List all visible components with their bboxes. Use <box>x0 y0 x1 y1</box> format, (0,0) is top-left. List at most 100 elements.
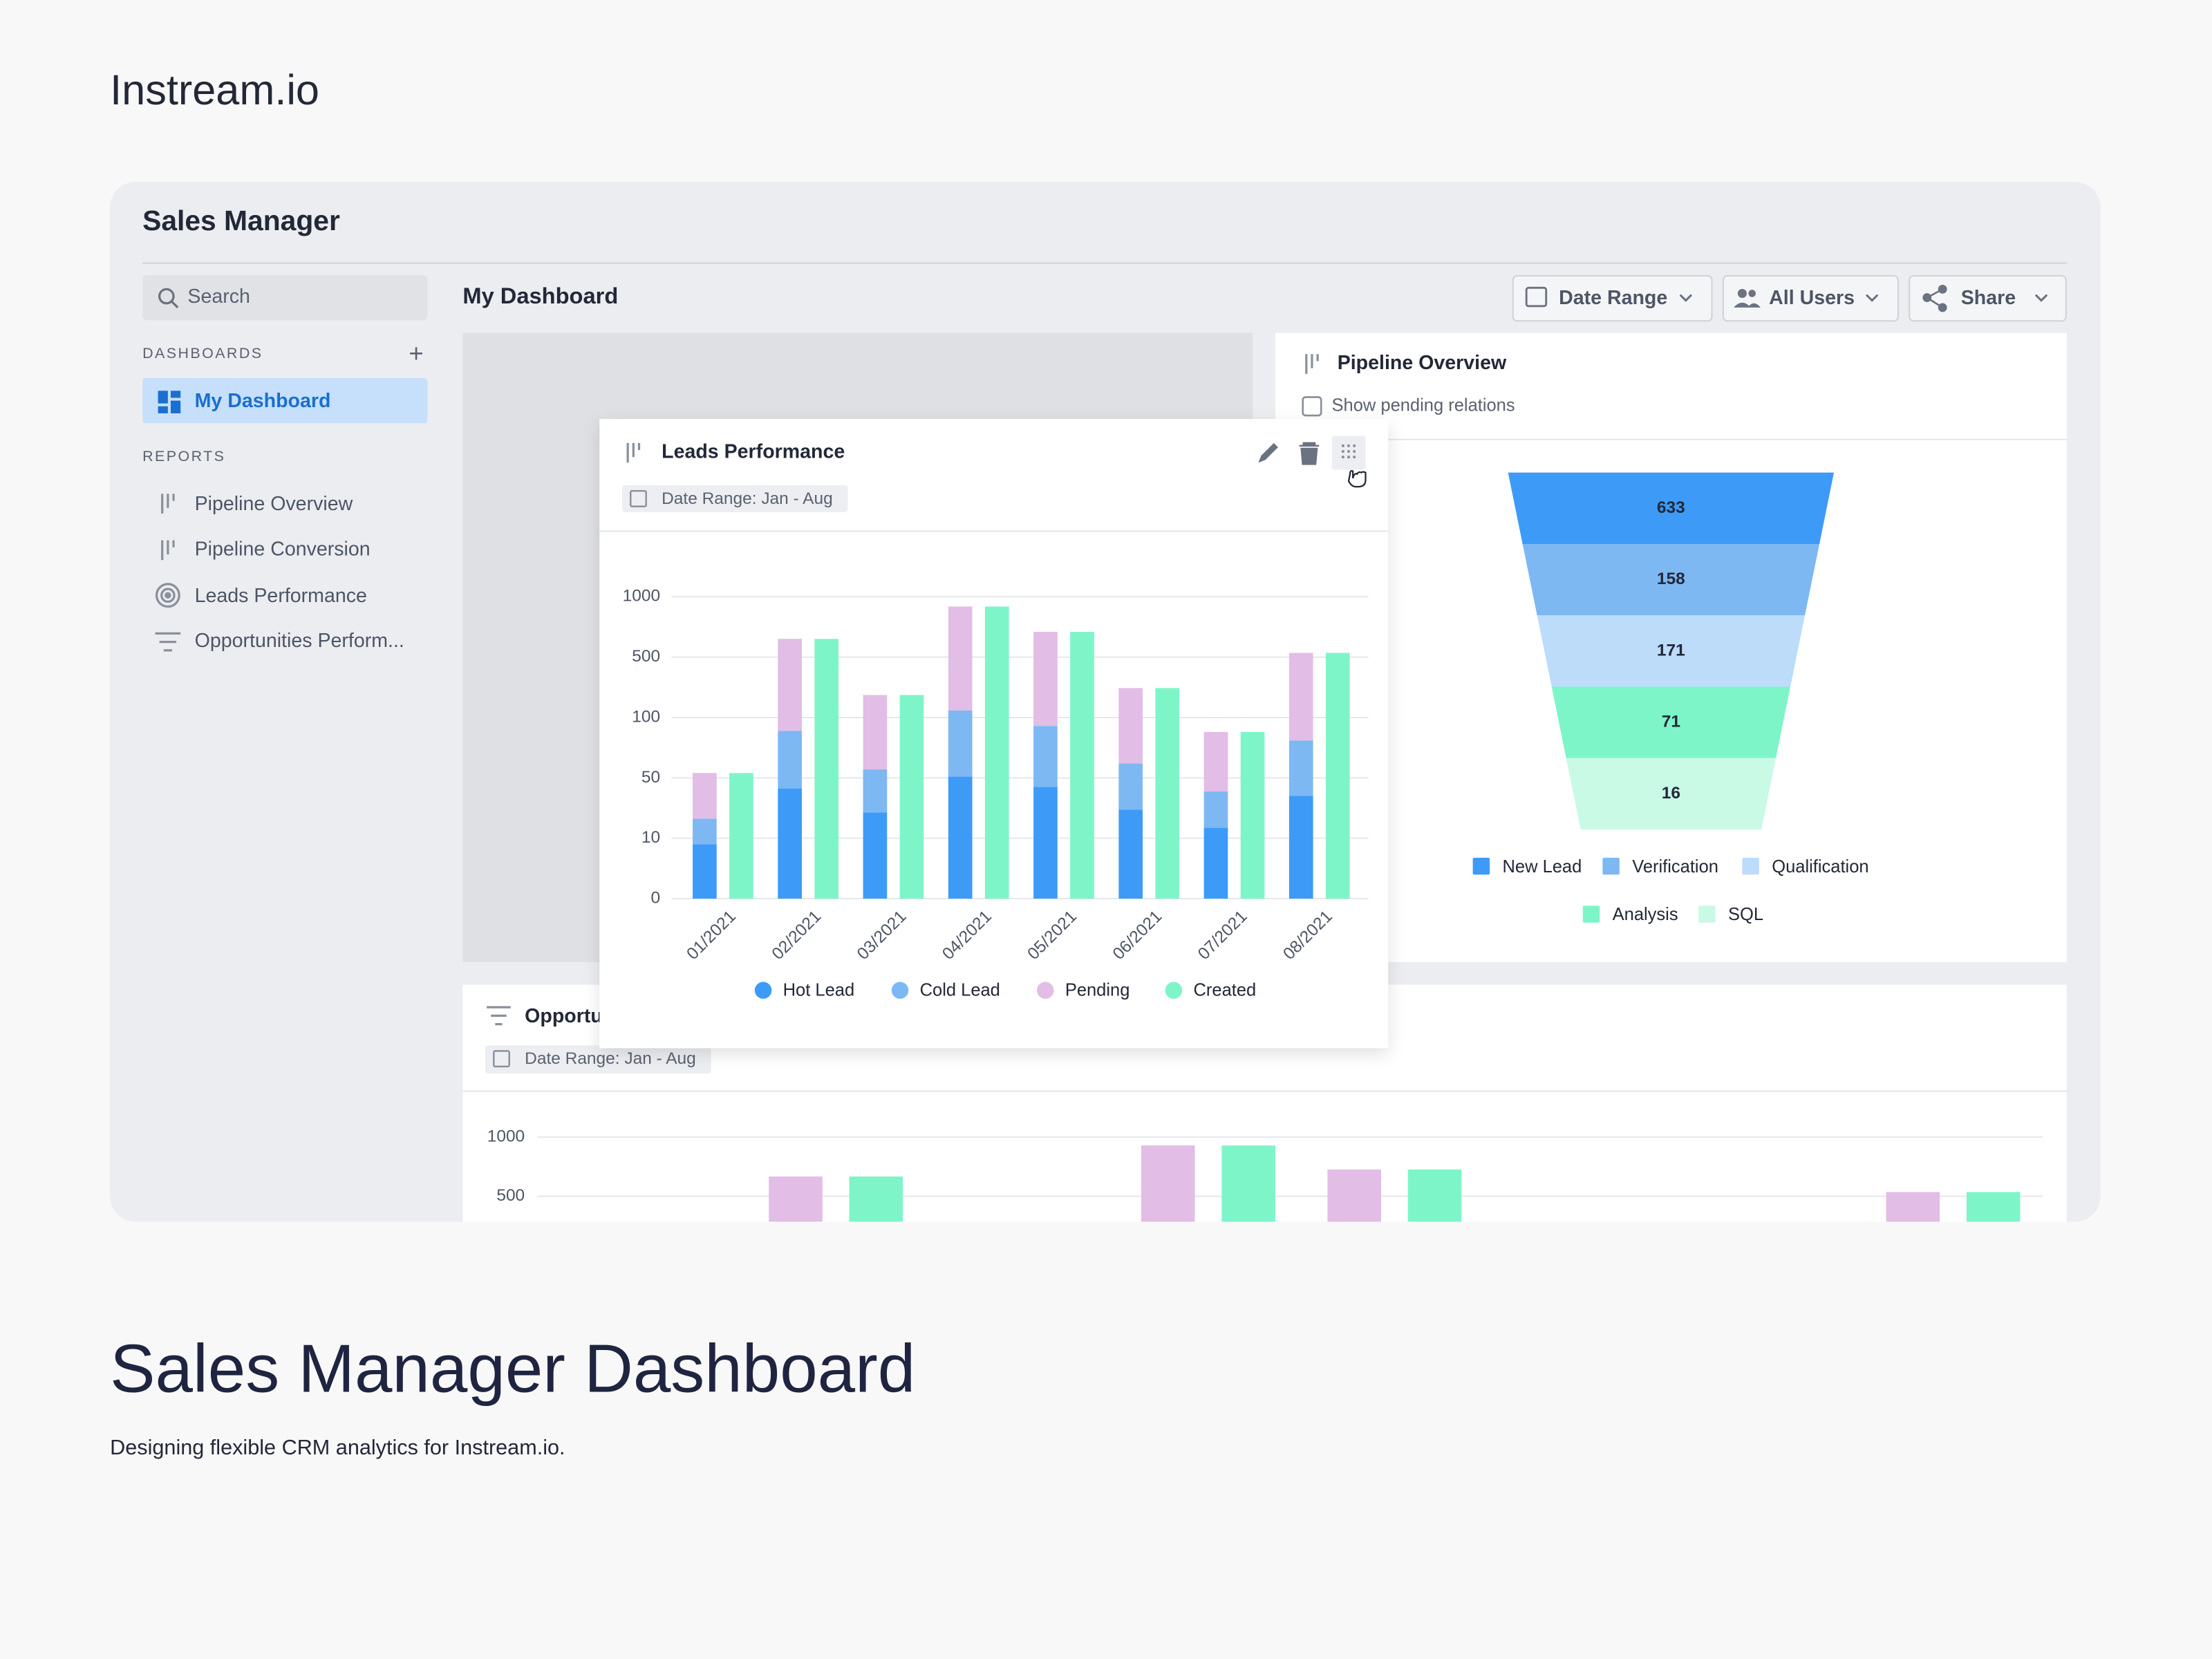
calendar-icon <box>630 489 647 507</box>
bar <box>1070 632 1094 899</box>
funnel-slice <box>1551 686 1790 758</box>
legend-swatch <box>1742 857 1759 875</box>
date-chip[interactable] <box>485 1045 711 1074</box>
legend-swatch <box>1602 857 1620 875</box>
funnel-slice <box>1508 472 1835 544</box>
bar <box>948 710 973 777</box>
y-tick-label: 1000 <box>623 587 660 606</box>
legend-label: Cold Lead <box>920 980 1000 1000</box>
bar <box>1155 688 1180 899</box>
bar <box>693 773 717 819</box>
bar <box>863 695 888 770</box>
date-chip-label[interactable]: Date Range: Jan - Aug <box>525 1049 696 1068</box>
bar <box>1325 653 1350 899</box>
bar <box>1118 688 1143 764</box>
date-chip-label[interactable]: Date Range: Jan - Aug <box>662 489 833 508</box>
dashboard-icon <box>158 391 181 413</box>
pipeline-card: Pipeline Overview Show pending relations… <box>1275 332 2067 962</box>
bar <box>1033 632 1058 727</box>
report-item[interactable]: Opportunities Perform... <box>195 630 404 652</box>
search-placeholder: Search <box>187 285 250 308</box>
chevron <box>1865 294 1879 302</box>
date-chip[interactable] <box>622 485 848 512</box>
button-label[interactable]: All Users <box>1769 287 1855 309</box>
bar <box>984 606 1009 899</box>
bar <box>1033 787 1058 899</box>
y-tick-label: 0 <box>650 888 660 907</box>
card-title: Leads Performance <box>662 441 845 463</box>
button-bg[interactable] <box>1722 274 1899 322</box>
legend-label: Hot Lead <box>783 980 855 1000</box>
legend-swatch <box>1698 906 1716 923</box>
bar <box>778 639 802 731</box>
funnel-label: 71 <box>1662 713 1680 731</box>
button-bg[interactable] <box>1512 274 1713 322</box>
bar <box>1118 809 1143 899</box>
checkbox[interactable] <box>1302 396 1322 417</box>
legend-swatch <box>1582 906 1600 923</box>
bar <box>948 776 973 899</box>
bar <box>1886 1192 1940 1222</box>
users-icon <box>1734 302 1761 308</box>
bar <box>1966 1192 2021 1222</box>
button-bg[interactable] <box>1909 274 2067 322</box>
legend-dot <box>754 982 772 999</box>
funnel-slice <box>1522 543 1820 616</box>
bar <box>1288 740 1313 796</box>
chevron <box>2034 294 2048 302</box>
page-heading: Sales Manager Dashboard <box>110 1331 915 1407</box>
y-tick-label: 100 <box>632 707 660 726</box>
button-label[interactable]: Share <box>1961 287 2016 309</box>
chevron <box>1679 294 1693 302</box>
brand: Instream.io <box>110 66 319 113</box>
legend-label: Pending <box>1065 980 1130 1000</box>
edit-icon[interactable] <box>1258 442 1278 463</box>
bar <box>1240 731 1265 899</box>
bar <box>778 788 802 899</box>
report-icon <box>155 494 181 652</box>
add-dashboard[interactable]: + <box>409 339 423 368</box>
legend-label: Created <box>1194 980 1257 1000</box>
y-tick-label: 50 <box>641 768 660 787</box>
search-icon <box>171 301 179 309</box>
users-icon <box>1748 290 1756 297</box>
legend-label: SQL <box>1728 905 1763 924</box>
legend-label: Verification <box>1632 857 1718 877</box>
bar <box>769 1176 823 1222</box>
legend-label: New Lead <box>1502 857 1582 877</box>
report-item[interactable]: Pipeline Conversion <box>195 538 371 560</box>
dashboard-item[interactable]: My Dashboard <box>195 390 331 412</box>
bar <box>814 639 839 899</box>
y-tick-label: 500 <box>496 1186 525 1205</box>
card-title: Pipeline Overview <box>1338 352 1507 374</box>
active-item-bg[interactable] <box>142 377 428 424</box>
bar <box>948 606 973 711</box>
report-icon <box>626 442 641 463</box>
app-title: Sales Manager <box>142 205 340 236</box>
bar <box>1033 726 1058 787</box>
report-item[interactable]: Pipeline Overview <box>195 493 353 515</box>
users-button[interactable]: All Users <box>1722 274 1899 322</box>
bar <box>1118 763 1143 810</box>
bar <box>693 818 717 845</box>
button-label[interactable]: Date Range <box>1559 287 1667 309</box>
bar <box>693 844 717 899</box>
funnel-label: 158 <box>1657 570 1685 588</box>
search-field[interactable] <box>142 274 428 321</box>
report-item[interactable]: Leads Performance <box>195 585 367 607</box>
date-range-button[interactable]: Date Range <box>1512 274 1713 322</box>
section-heading: REPORTS <box>142 448 225 465</box>
y-tick-label: 500 <box>632 647 660 666</box>
bar <box>778 731 802 789</box>
share-button[interactable]: Share <box>1909 274 2067 322</box>
users-icon <box>1737 288 1747 299</box>
funnel-label: 171 <box>1657 641 1685 659</box>
funnel-icon <box>487 1006 511 1026</box>
bar <box>863 769 888 813</box>
funnel-slice <box>1537 615 1806 687</box>
delete-icon[interactable] <box>1299 442 1320 465</box>
checkbox-label[interactable]: Show pending relations <box>1332 395 1515 415</box>
search-box[interactable]: Search <box>142 274 428 321</box>
bar <box>1203 731 1228 791</box>
bar <box>899 695 924 899</box>
